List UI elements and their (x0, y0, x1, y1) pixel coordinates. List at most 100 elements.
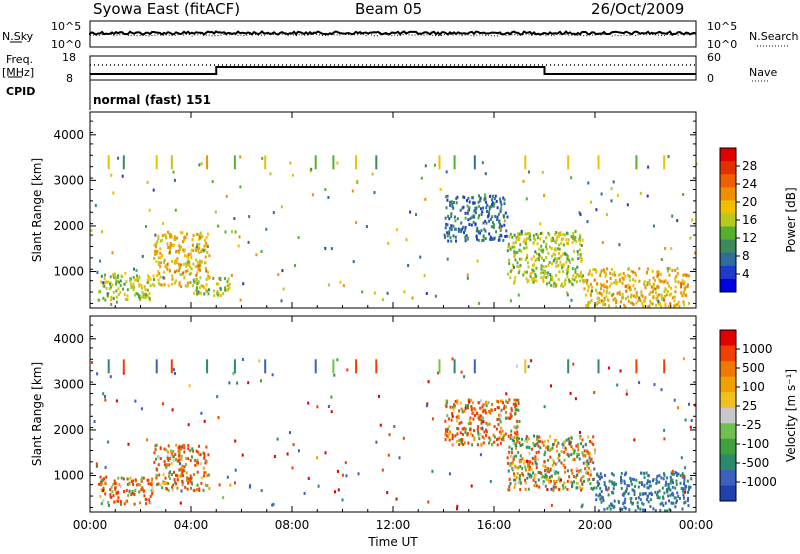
velocity-cell (198, 487, 201, 491)
power-speckle (117, 156, 120, 160)
velocity-cell (477, 401, 480, 405)
velocity-cell (637, 496, 640, 500)
velocity-cell (622, 502, 625, 506)
power-colorbar-title: Power [dB] (784, 187, 798, 252)
power-cell (571, 267, 574, 271)
power-cell (487, 213, 490, 217)
power-speckle (106, 292, 109, 296)
velocity-cell (666, 490, 669, 494)
power-speckle (659, 272, 662, 276)
velocity-cell (675, 482, 678, 486)
velocity-speckle (260, 489, 263, 493)
velocity-cell (488, 422, 491, 426)
power-cell (477, 238, 480, 242)
velocity-speckle (95, 464, 98, 468)
velocity-cell (592, 478, 595, 481)
power-cell (625, 289, 628, 293)
power-cell (621, 276, 624, 280)
velocity-cell (461, 438, 464, 441)
power-cell (507, 245, 510, 249)
x-tick-label: 04:00 (174, 518, 209, 532)
power-speckle (689, 236, 692, 240)
power-cell (114, 274, 117, 278)
velocity-cell (599, 472, 602, 476)
velocity-speckle (276, 437, 279, 441)
velocity-cell (473, 429, 476, 433)
power-cell (199, 263, 202, 267)
velocity-cell (566, 469, 569, 473)
velocity-cell (464, 430, 467, 434)
power-speckle (586, 220, 589, 224)
power-cell (457, 229, 460, 233)
velocity-cell (543, 460, 546, 464)
power-cell (182, 271, 185, 275)
power-speckle (409, 210, 412, 214)
velocity-speckle (180, 489, 183, 493)
velocity-cell (544, 446, 547, 450)
velocity-cell (581, 451, 584, 455)
velocity-cell (521, 467, 524, 471)
velocity-cell (499, 420, 502, 424)
power-speckle (415, 213, 417, 217)
velocity-cell (530, 474, 533, 478)
velocity-cell (612, 491, 615, 495)
power-cell (135, 292, 138, 296)
velocity-speckle (203, 419, 206, 423)
velocity-cell (587, 478, 589, 482)
velocity-cell (587, 466, 590, 470)
power-cell (468, 200, 471, 204)
power-cell (533, 276, 536, 280)
velocity-cell (462, 443, 465, 446)
power-cell (109, 275, 112, 279)
velocity-cell (503, 404, 506, 408)
power-cell (159, 275, 162, 279)
velocity-cell (586, 452, 589, 456)
velocity-cell (573, 480, 575, 484)
velocity-speckle (663, 428, 666, 432)
velocity-cell (544, 465, 547, 469)
power-cell (646, 270, 648, 274)
power-cell (507, 272, 509, 276)
power-cell (115, 289, 118, 293)
velocity-cell (557, 476, 560, 480)
power-speckle (242, 282, 245, 286)
velocity-cell (684, 487, 687, 491)
velocity-cell (519, 444, 522, 447)
velocity-cell (552, 485, 555, 489)
velocity-speckle (96, 372, 99, 376)
velocity-speckle (107, 440, 110, 444)
velocity-cell (635, 478, 638, 482)
power-cell (476, 237, 478, 241)
power-cell (483, 196, 486, 200)
power-cell (518, 232, 521, 236)
power-cell (129, 282, 132, 286)
power-cell (585, 304, 588, 308)
velocity-cell (552, 443, 554, 447)
power-speckle (610, 199, 613, 203)
power-cell (559, 260, 562, 264)
velocity-cell (184, 463, 187, 466)
power-cell (203, 239, 206, 242)
velocity-cell (554, 485, 557, 489)
power-cell (446, 223, 449, 227)
power-cell (190, 271, 193, 275)
power-cell (545, 282, 548, 286)
power-cell (597, 297, 600, 301)
velocity-cell (562, 487, 565, 491)
velocity-cell (542, 464, 545, 468)
velocity-cell (459, 401, 462, 405)
velocity-cell (485, 421, 488, 425)
velocity-speckle (690, 419, 693, 422)
velocity-cell (603, 480, 606, 484)
power-speckle (294, 264, 296, 268)
power-cell (651, 302, 654, 306)
velocity-speckle (689, 425, 692, 429)
velocity-cell (153, 460, 156, 464)
velocity-cell (491, 443, 493, 447)
velocity-cell (495, 399, 498, 403)
velocity-cell (500, 432, 503, 436)
velocity-cell (630, 500, 632, 504)
velocity-streak (453, 359, 456, 374)
velocity-cell (605, 485, 607, 489)
power-speckle (225, 194, 228, 198)
